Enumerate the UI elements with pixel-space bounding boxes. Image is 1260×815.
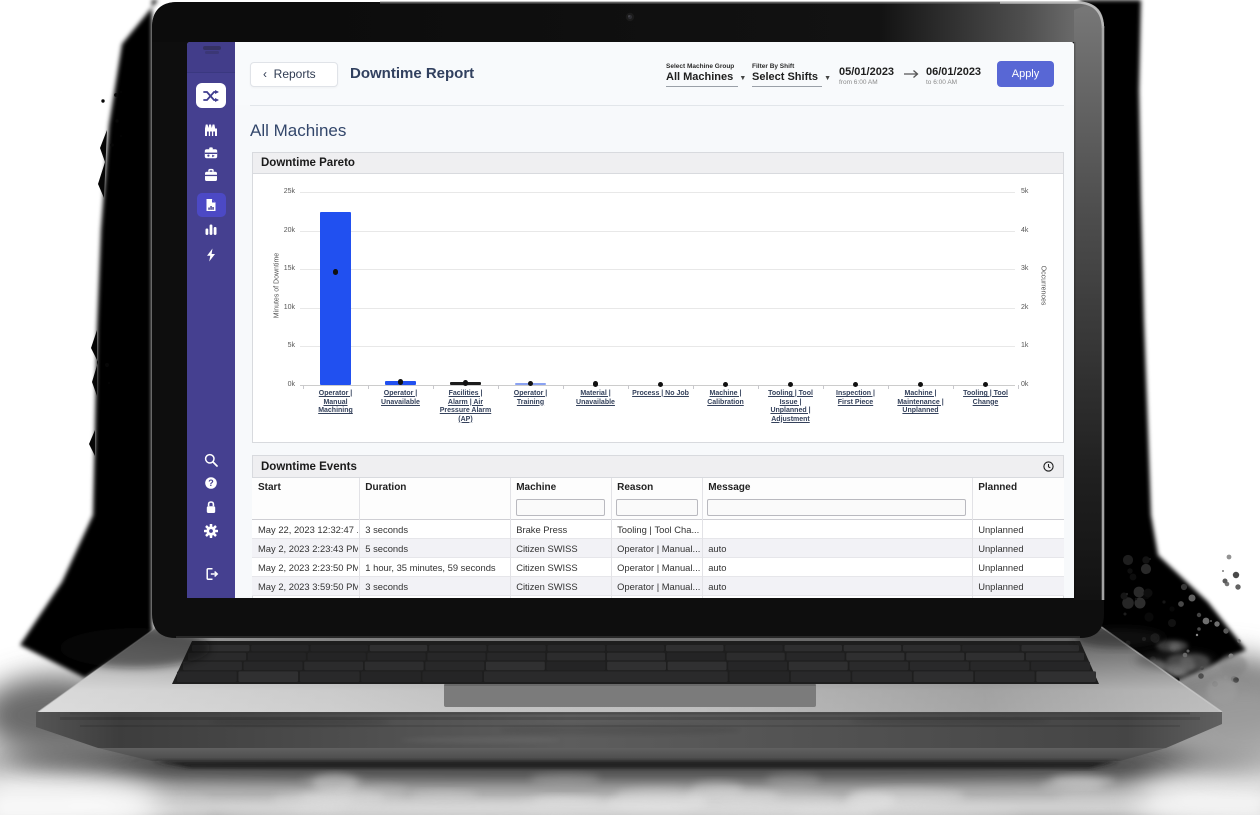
svg-text:?: ?: [208, 478, 214, 488]
